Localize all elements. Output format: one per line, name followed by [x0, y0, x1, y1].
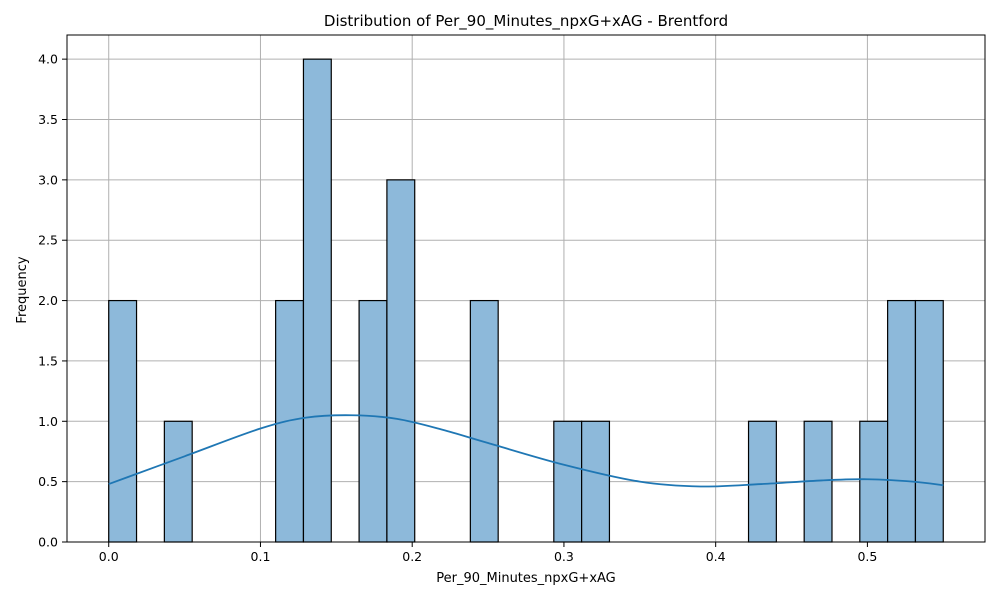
kde: [108, 414, 944, 488]
histogram-bar: [469, 299, 499, 543]
histogram-bar: [887, 299, 917, 543]
y-tick-label: 0.0: [38, 535, 58, 550]
x-axis-ticks: 0.0 0.1 0.2 0.3 0.4 0.5: [99, 542, 877, 564]
histogram-bar: [747, 420, 777, 543]
histogram-bar: [108, 299, 138, 543]
y-tick-label: 2.0: [38, 293, 58, 308]
y-tick-label: 3.0: [38, 172, 58, 187]
y-tick-label: 4.0: [38, 52, 58, 67]
y-tick-label: 0.5: [38, 474, 58, 489]
histogram-bar: [163, 420, 193, 543]
histogram-bar: [859, 420, 889, 543]
x-tick-label: 0.4: [706, 549, 726, 564]
y-tick-label: 2.5: [38, 233, 58, 248]
y-tick-label: 1.5: [38, 353, 58, 368]
chart-title: Distribution of Per_90_Minutes_npxG+xAG …: [324, 12, 728, 31]
bars: [108, 58, 944, 543]
plot-frame: [66, 34, 986, 543]
histogram-bar: [358, 299, 388, 543]
y-tick-label: 1.0: [38, 414, 58, 429]
y-axis-ticks: 0.0 0.5 1.0 1.5 2.0 2.5 3.0 3.5 4.0: [38, 52, 67, 550]
y-tick-label: 3.5: [38, 112, 58, 127]
kde-curve: [108, 414, 944, 488]
histogram-bar: [386, 179, 416, 543]
x-tick-label: 0.0: [99, 549, 119, 564]
x-tick-label: 0.2: [402, 549, 422, 564]
histogram-bar: [581, 420, 611, 543]
x-tick-label: 0.3: [554, 549, 574, 564]
grid: [67, 35, 985, 543]
x-axis-label: Per_90_Minutes_npxG+xAG: [436, 571, 616, 586]
histogram-bar: [553, 420, 583, 543]
y-axis-label: Frequency: [15, 256, 30, 323]
histogram-bar: [302, 58, 332, 543]
x-tick-label: 0.5: [857, 549, 877, 564]
histogram-bar: [914, 299, 944, 543]
x-tick-label: 0.1: [251, 549, 271, 564]
